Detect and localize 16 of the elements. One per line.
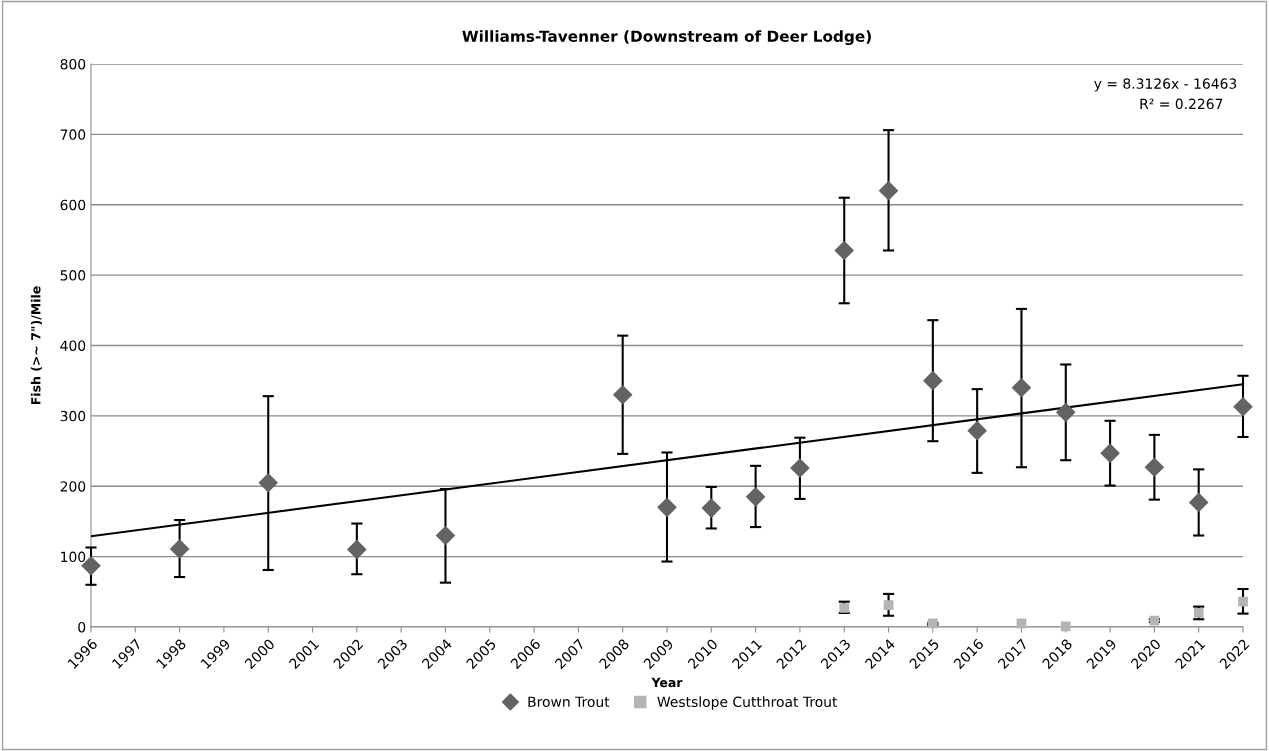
x-axis-title: Year: [651, 677, 683, 688]
y-tick-label: 0: [78, 621, 86, 633]
y-tick-label: 400: [60, 340, 86, 351]
y-tick-label: 300: [60, 410, 86, 422]
y-tick-label: 700: [60, 129, 86, 140]
y-tick-label: 100: [61, 551, 86, 563]
chart-title: Williams-Tavenner (Downstream of Deer Lodge): [462, 30, 871, 46]
legend-label: Westslope Cutthroat Trout: [657, 696, 838, 710]
y-tick-label: 200: [60, 481, 86, 492]
annotation: y = 8.3126x - 16463: [1094, 78, 1237, 92]
y-tick-label: 800: [60, 58, 86, 70]
y-tick-label: 600: [60, 199, 86, 211]
legend-label: Brown Trout: [528, 696, 610, 708]
y-tick-label: 500: [60, 270, 86, 281]
annotation: R² = 0.2267: [1140, 98, 1223, 110]
y-axis-title: Fish (>~ 7")/Mile: [30, 286, 43, 405]
